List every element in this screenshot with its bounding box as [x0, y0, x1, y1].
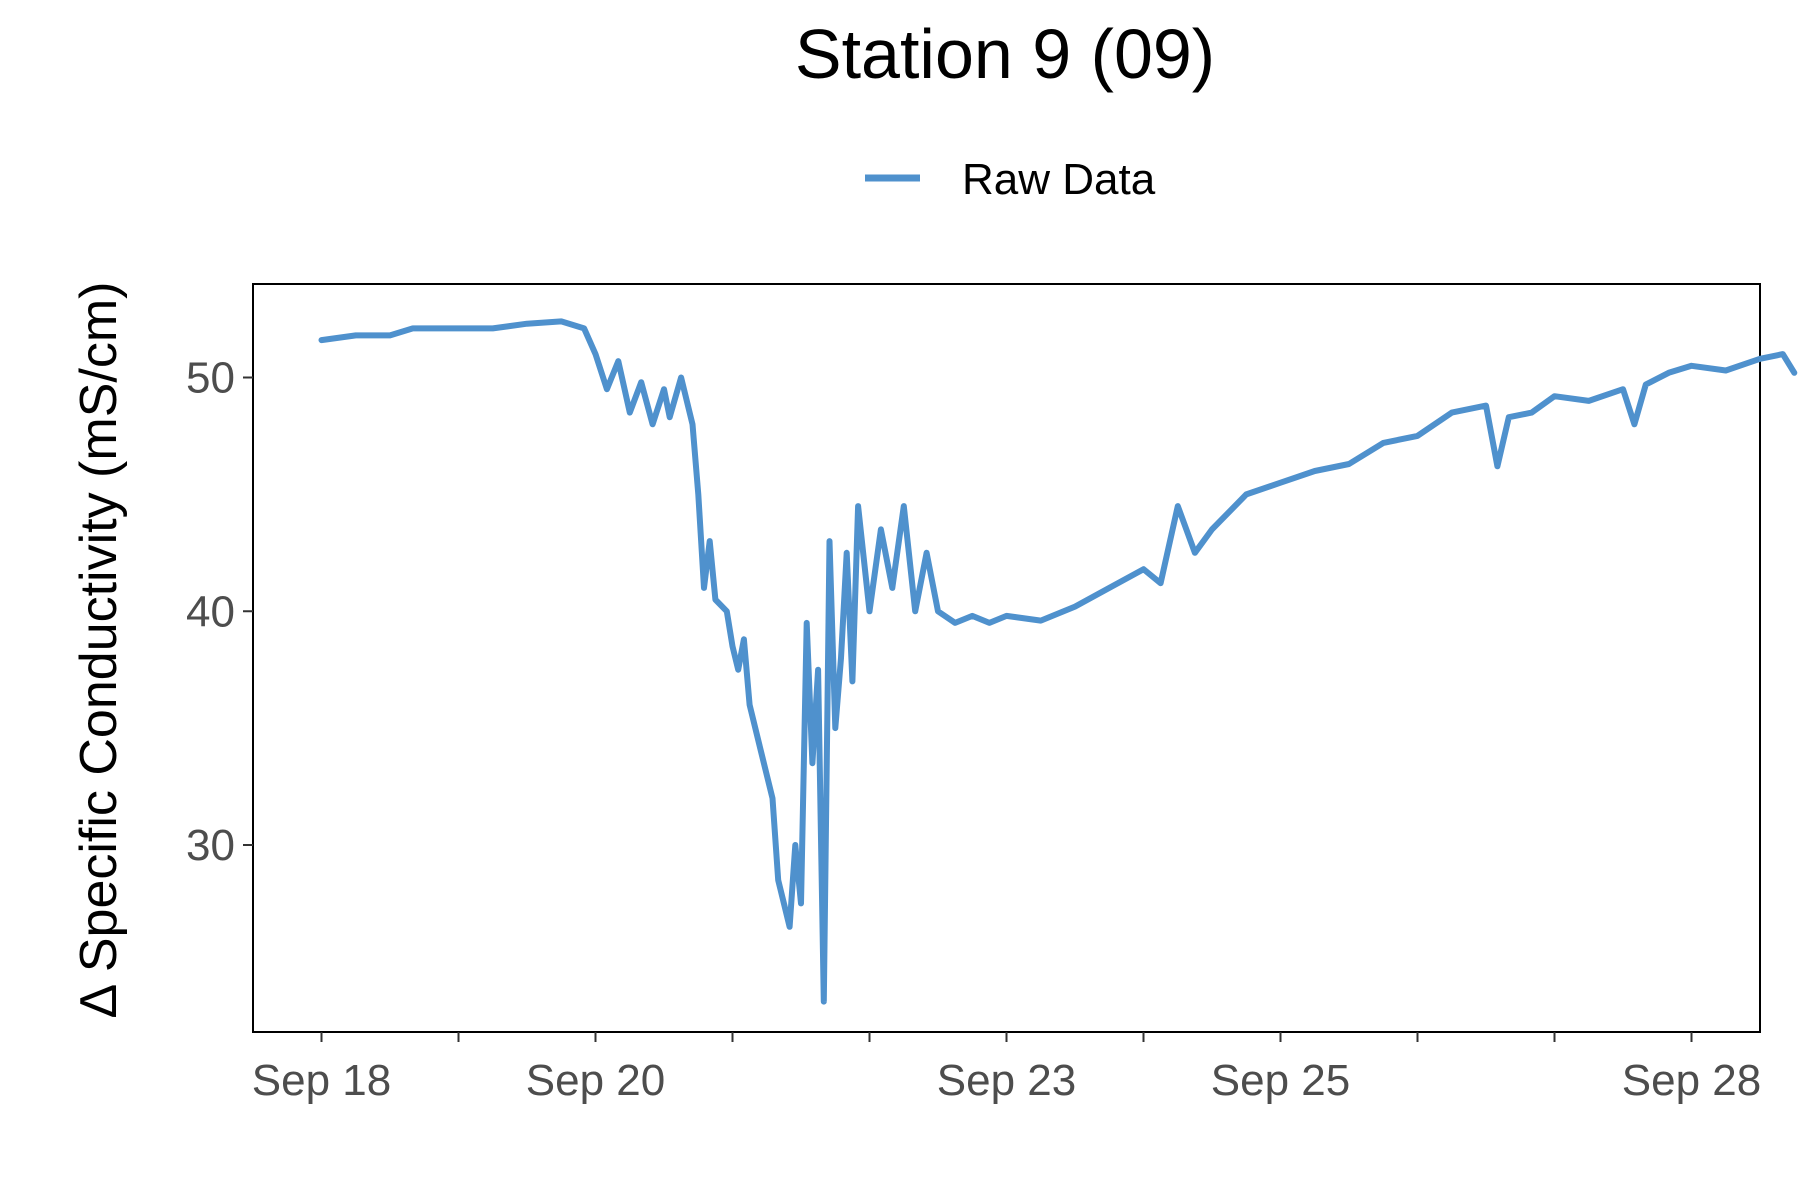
y-tick-label: 40 [186, 587, 235, 636]
x-axis: Sep 18 Sep 20 Sep 23 Sep 25 Sep 28 [252, 1032, 1761, 1105]
legend-label-raw-data: Raw Data [962, 155, 1156, 204]
legend: Raw Data [865, 155, 1156, 204]
y-tick-label: 30 [186, 821, 235, 870]
y-axis-title: Δ Specific Conductivity (mS/cm) [70, 282, 128, 1019]
x-tick-label: Sep 28 [1622, 1056, 1761, 1105]
series-line-raw-data [318, 318, 1798, 1005]
x-tick-label: Sep 25 [1211, 1056, 1350, 1105]
series-layer [318, 318, 1798, 1005]
y-tick-label: 50 [186, 354, 235, 403]
x-tick-label: Sep 20 [526, 1056, 665, 1105]
chart-title: Station 9 (09) [795, 15, 1215, 93]
x-tick-label: Sep 23 [937, 1056, 1076, 1105]
y-axis: 30 40 50 [186, 354, 253, 870]
plot-panel-border [252, 283, 1761, 1033]
x-tick-label: Sep 18 [252, 1056, 391, 1105]
